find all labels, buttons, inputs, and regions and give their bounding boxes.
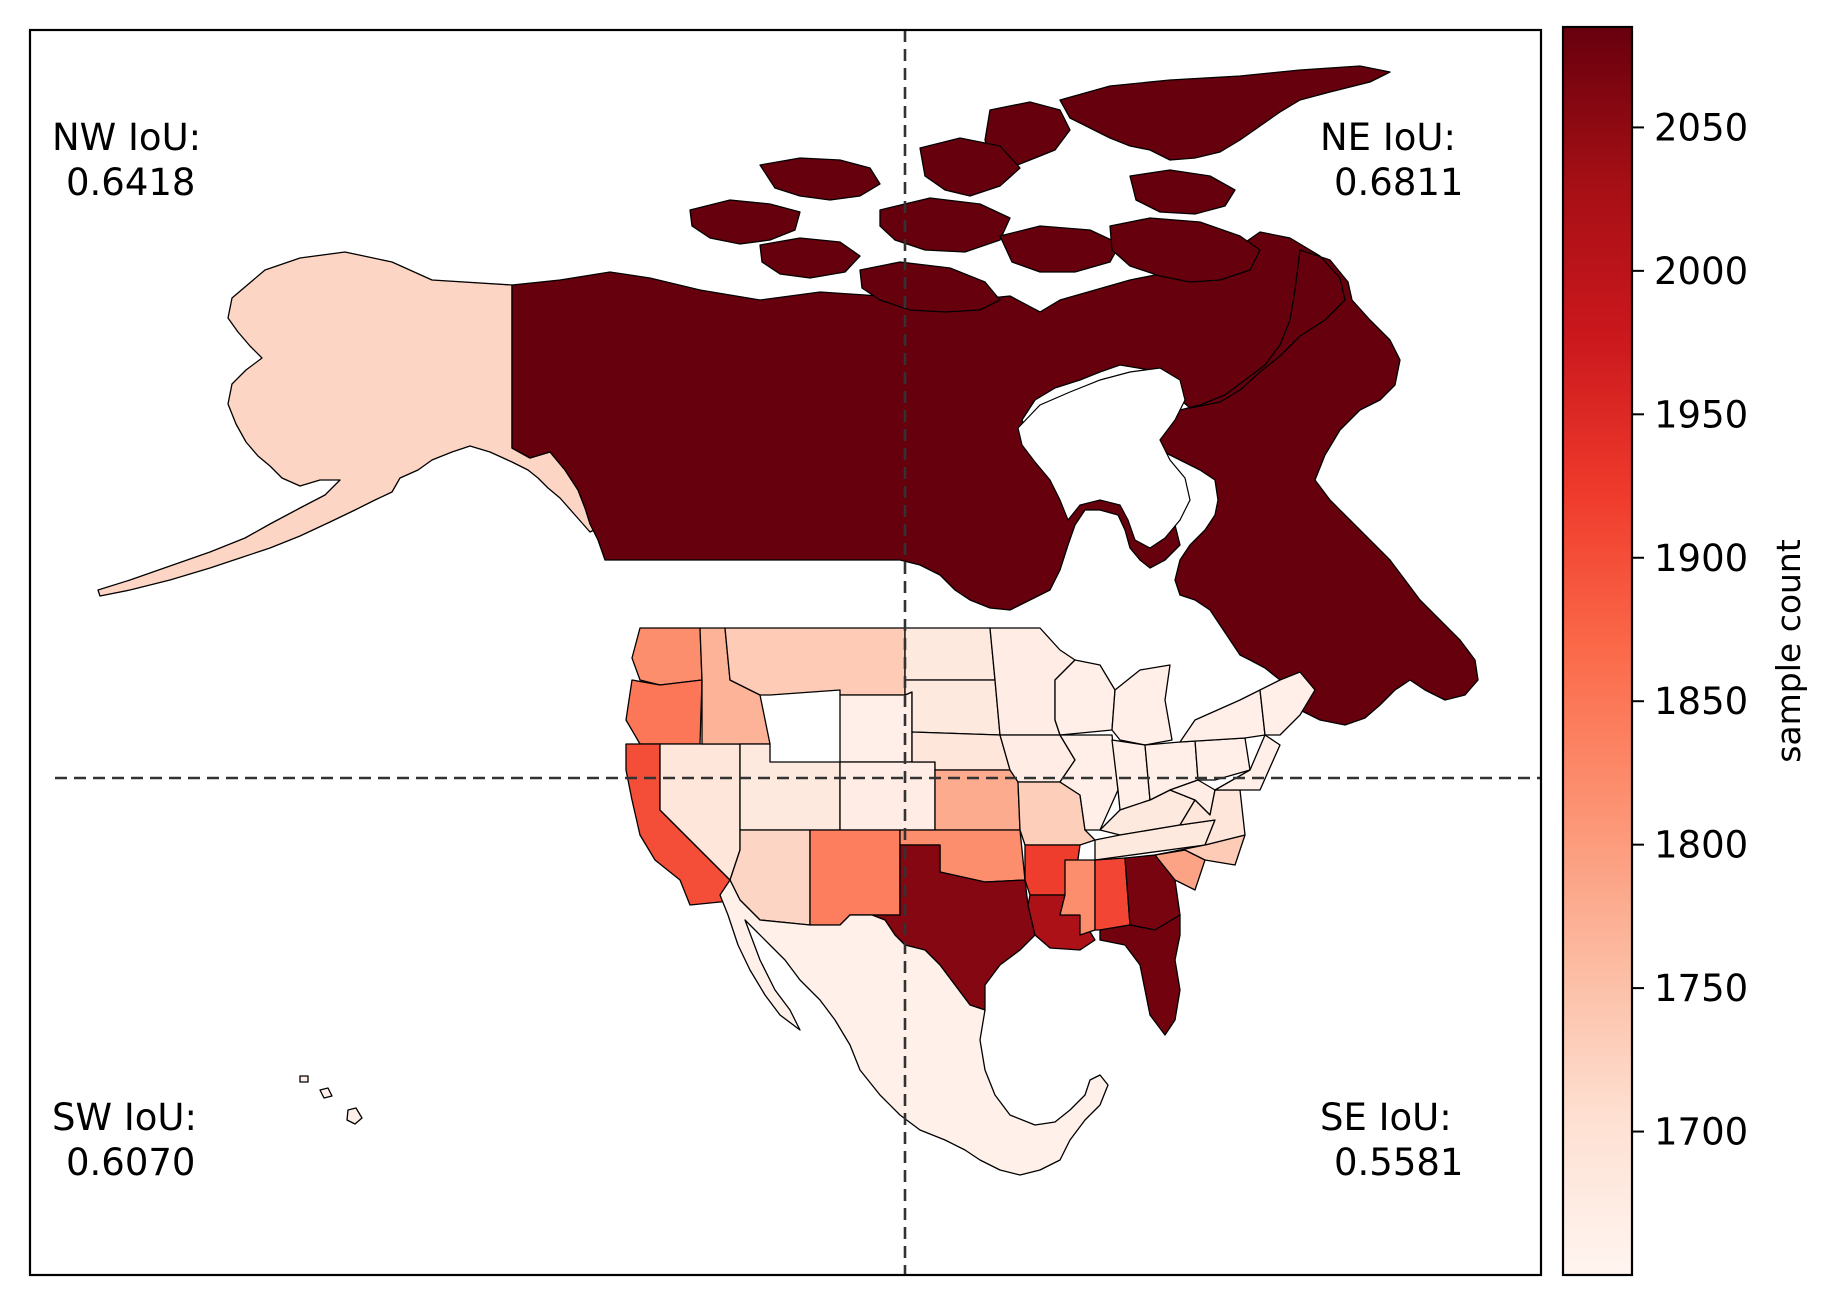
colorbar-tick-label: 2000: [1654, 250, 1748, 293]
region-oregon: [625, 679, 703, 745]
nw-iou-label: NW IoU:: [52, 116, 201, 159]
region-mid-atlantic: [1214, 734, 1281, 791]
colorbar-gradient: [1561, 25, 1634, 1277]
map-frame: [28, 28, 1543, 1277]
region-north-dakota: [904, 627, 996, 681]
colorbar: 1700 1750 1800 1850 1900 1950 2000 2050 sample …: [1561, 25, 1808, 1277]
sw-iou-annotation: SW IoU: 0.6070: [52, 1096, 197, 1184]
region-colorado: [839, 761, 936, 831]
se-iou-value: 0.5581: [1334, 1141, 1463, 1184]
se-iou-label: SE IoU:: [1320, 1096, 1452, 1139]
sw-iou-label: SW IoU:: [52, 1096, 197, 1139]
region-michigan: [1111, 664, 1173, 746]
colorbar-tick-label: 1700: [1654, 1111, 1748, 1154]
ne-iou-annotation: NE IoU: 0.6811: [1320, 116, 1463, 204]
sw-iou-value: 0.6070: [66, 1141, 195, 1184]
hawaii-islands: [299, 1075, 363, 1125]
region-south-dakota: [904, 679, 1001, 736]
us-states: [625, 627, 1316, 1036]
map-layer: [97, 65, 1479, 1176]
region-virginia: [1179, 789, 1246, 846]
region-new-england: [1259, 671, 1316, 736]
se-iou-annotation: SE IoU: 0.5581: [1320, 1096, 1463, 1184]
hudson-bay: [1017, 367, 1191, 549]
colorbar-tick-label: 2050: [1654, 106, 1748, 149]
region-montana: [724, 627, 906, 696]
region-washington: [631, 627, 703, 686]
colorbar-tick-label: 1850: [1654, 680, 1748, 723]
nw-iou-annotation: NW IoU: 0.6418: [52, 116, 201, 204]
colorbar-ticks: 1700 1750 1800 1850 1900 1950 2000 2050: [1632, 106, 1748, 1154]
region-alabama: [1094, 857, 1131, 931]
region-florida: [1099, 914, 1181, 1036]
region-mexico: [719, 879, 1109, 1176]
colorbar-tick-label: 1900: [1654, 537, 1748, 580]
colorbar-tick-label: 1750: [1654, 967, 1748, 1010]
arctic-islands: [689, 65, 1391, 313]
colorbar-tick-label: 1800: [1654, 824, 1748, 867]
region-wyoming: [839, 691, 913, 763]
region-new-mexico: [809, 829, 901, 926]
colorbar-label: sample count: [1769, 539, 1808, 763]
ne-iou-label: NE IoU:: [1320, 116, 1456, 159]
colorbar-tick-label: 1950: [1654, 393, 1748, 436]
nw-iou-value: 0.6418: [66, 161, 195, 204]
ne-iou-value: 0.6811: [1334, 161, 1463, 204]
